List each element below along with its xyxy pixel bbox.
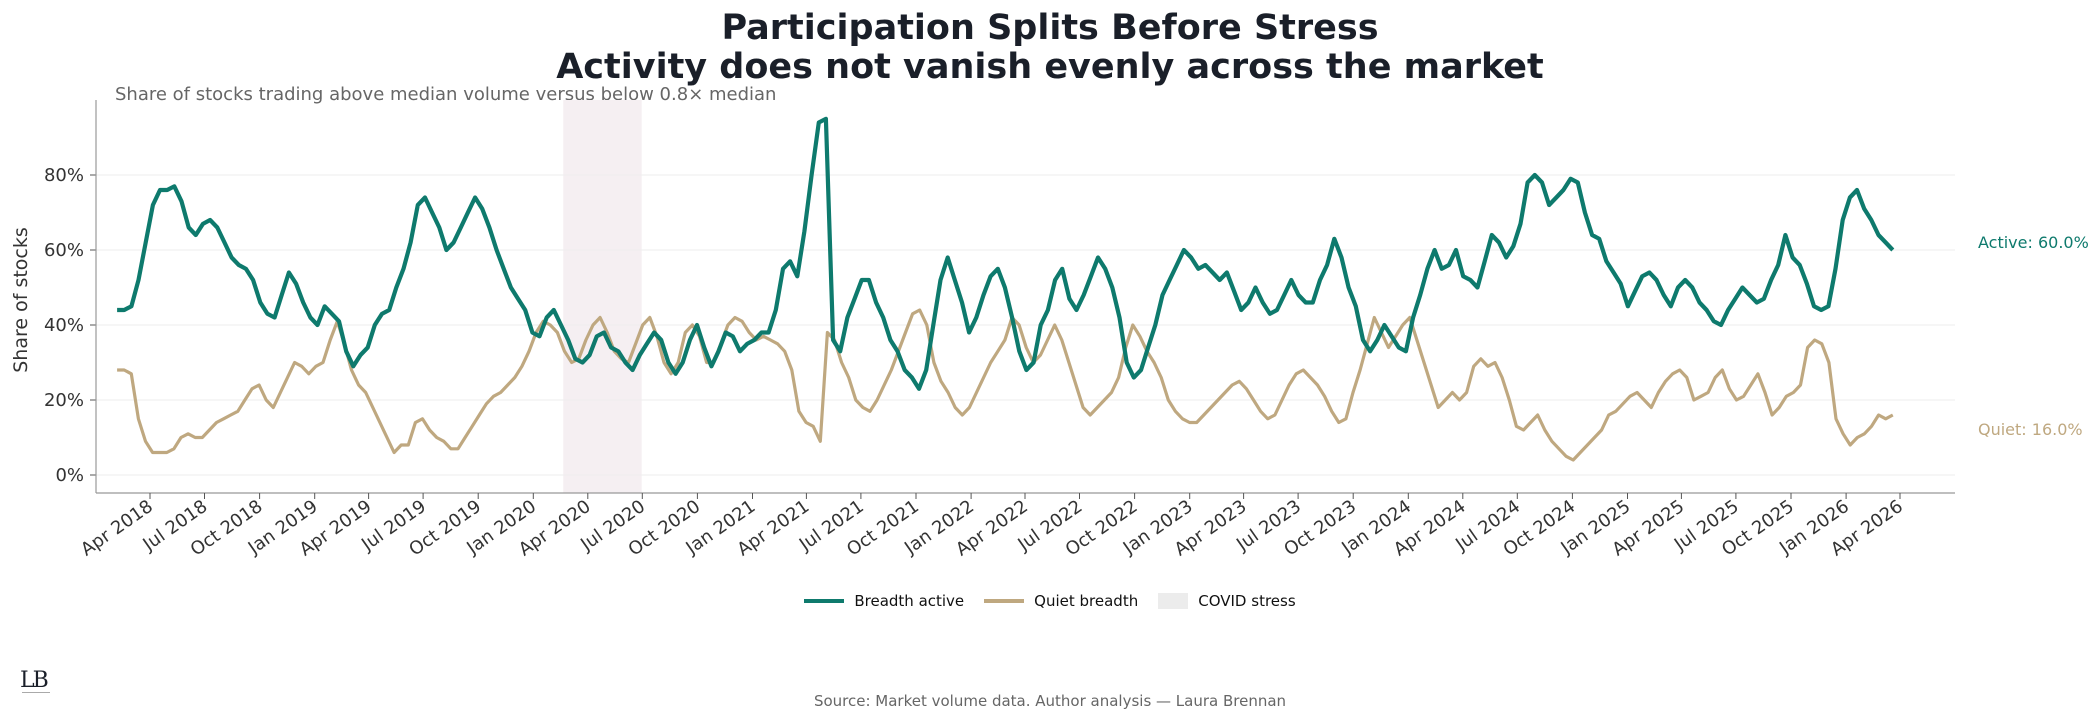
chart-title-line1: Participation Splits Before Stress (721, 8, 1379, 48)
y-tick-label: 80% (44, 165, 84, 186)
series-line-breadth-active (117, 116, 1895, 391)
chart-subtitle: Share of stocks trading above median vol… (115, 84, 777, 105)
legend-swatch-covid (1158, 593, 1189, 609)
series-lines (117, 116, 1895, 462)
y-axis-label: Share of stocks (10, 227, 32, 373)
author-logo-underline (22, 692, 50, 695)
legend-swatch-quiet (984, 599, 1025, 603)
covid-stress-band (563, 100, 642, 493)
end-labels: Active: 60.0% Quiet: 16.0% (1978, 233, 2089, 439)
legend-label-active: Breadth active (854, 592, 965, 610)
legend-item-active[interactable]: Breadth active (804, 592, 964, 610)
covid-stress-band-layer (563, 100, 642, 493)
legend-swatch-active (804, 599, 845, 603)
legend: Breadth active Quiet breadth COVID stres… (0, 592, 2100, 610)
legend-item-quiet[interactable]: Quiet breadth (984, 592, 1138, 610)
end-label-quiet: Quiet: 16.0% (1978, 420, 2083, 439)
legend-item-covid[interactable]: COVID stress (1158, 592, 1296, 610)
chart-title-line2: Activity does not vanish evenly across t… (556, 47, 1544, 87)
x-tick-label: Apr 2018 (77, 496, 157, 561)
gridlines (96, 174, 1955, 476)
legend-label-quiet: Quiet breadth (1034, 592, 1139, 610)
author-logo: LB (20, 668, 49, 693)
series-line-quiet-breadth (117, 308, 1894, 462)
end-label-active: Active: 60.0% (1978, 233, 2089, 252)
y-tick-label: 60% (44, 240, 84, 261)
y-tick-label: 40% (44, 315, 84, 336)
source-note: Source: Market volume data. Author analy… (813, 692, 1287, 710)
y-tick-label: 20% (44, 390, 84, 411)
legend-label-covid: COVID stress (1198, 592, 1296, 610)
y-tick-label: 0% (55, 465, 84, 486)
